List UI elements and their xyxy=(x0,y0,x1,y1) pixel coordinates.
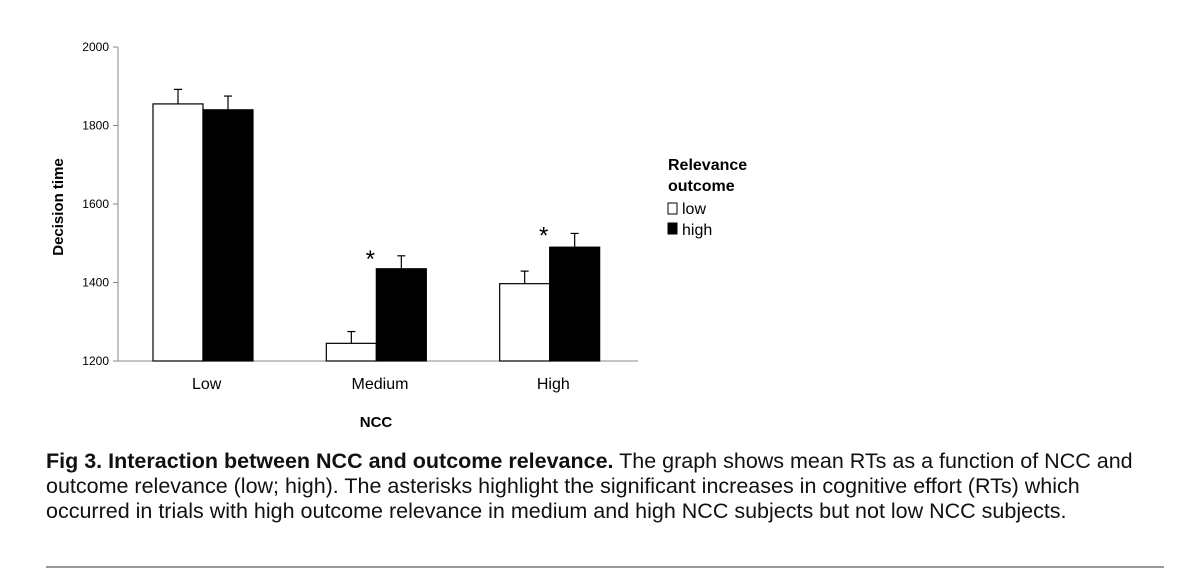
caption-title: Interaction between NCC and outcome rele… xyxy=(108,449,614,473)
x-axis-label: NCC xyxy=(360,414,393,431)
bar-high-medium xyxy=(375,268,427,362)
significance-asterisk-medium: * xyxy=(366,246,375,273)
bar-low-medium xyxy=(325,342,377,362)
y-tick-label: 2000 xyxy=(82,40,109,54)
axis-labels: Decision time NCC xyxy=(50,158,392,431)
legend-swatch-low xyxy=(667,202,678,215)
significance-asterisk-high: * xyxy=(539,222,548,249)
x-tick-label-high: High xyxy=(537,376,570,393)
x-tick-label-medium: Medium xyxy=(352,376,409,393)
bar-low-high xyxy=(499,283,551,362)
legend-title-line2: outcome xyxy=(668,178,735,195)
y-tick-label: 1400 xyxy=(82,276,109,290)
y-tick-label: 1800 xyxy=(82,119,109,133)
caption-body: The graph shows mean RTs as a function o… xyxy=(46,449,1133,523)
bar-high-high xyxy=(549,246,601,362)
bar-low-low xyxy=(152,103,204,362)
figure-caption: Fig 3. Interaction between NCC and outco… xyxy=(46,449,1166,524)
caption-divider xyxy=(46,566,1164,568)
legend-swatch-high xyxy=(667,222,678,235)
y-axis-label: Decision time xyxy=(50,158,67,256)
legend-label-high: high xyxy=(682,222,712,239)
y-tick-label: 1200 xyxy=(82,354,109,368)
legend-title-line1: Relevance xyxy=(668,157,747,174)
x-tick-label-low: Low xyxy=(192,376,222,393)
legend-label-low: low xyxy=(682,201,706,218)
bars: ** xyxy=(152,88,601,362)
caption-label: Fig 3. xyxy=(46,449,103,473)
legend: Relevance outcome low high xyxy=(667,157,747,239)
y-tick-label: 1600 xyxy=(82,197,109,211)
bar-high-low xyxy=(202,109,254,362)
